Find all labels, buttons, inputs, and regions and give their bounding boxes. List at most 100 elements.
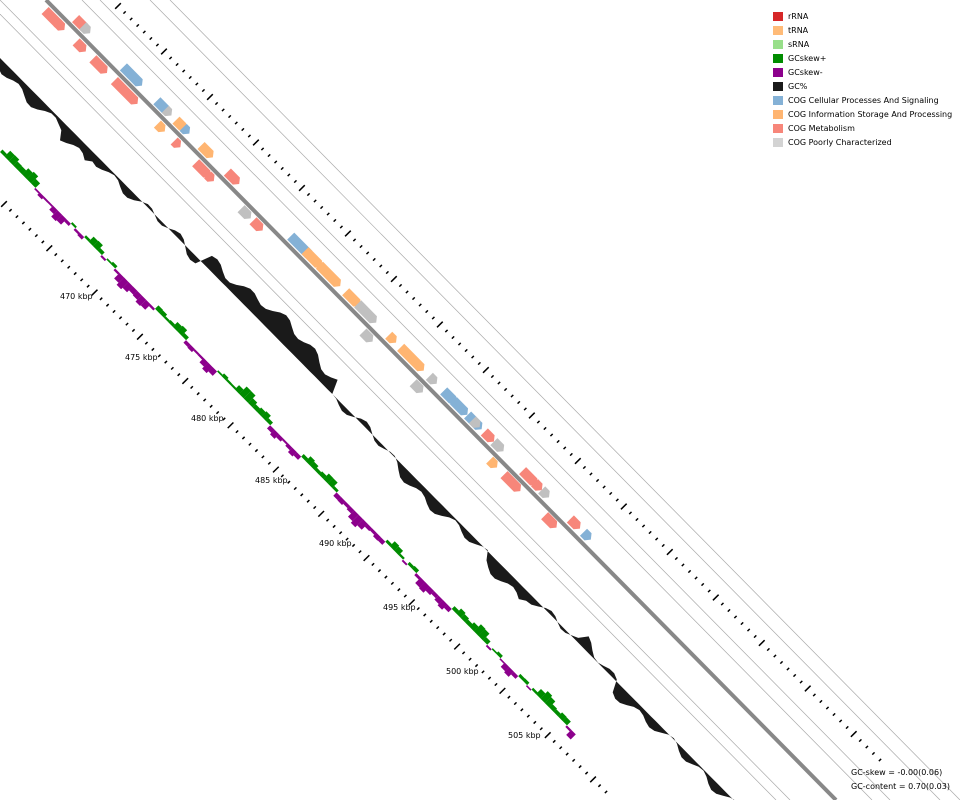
gc-skew-bar xyxy=(168,319,176,327)
tick-mark xyxy=(306,192,311,197)
gc-skew-bar xyxy=(499,658,505,664)
tick-mark xyxy=(398,283,403,288)
tick-mark xyxy=(461,651,466,655)
gene-arrow xyxy=(385,331,397,344)
tick-mark xyxy=(707,589,711,593)
tick-mark xyxy=(235,429,239,434)
tick-mark xyxy=(164,360,168,364)
gene-arrow xyxy=(449,396,469,416)
tick-mark xyxy=(569,452,573,457)
gc-skew-bar xyxy=(4,150,15,162)
tick-mark xyxy=(261,455,265,459)
gc-skew-bar xyxy=(37,192,45,200)
tick-mark xyxy=(589,776,597,783)
tick-mark xyxy=(595,478,600,483)
gc-skew-bar xyxy=(522,678,530,686)
gc-skew-bar xyxy=(77,232,85,240)
tick-mark xyxy=(520,708,524,712)
tick-mark xyxy=(45,244,53,252)
gc-skew-bar xyxy=(293,452,302,460)
gc-skew-bar xyxy=(97,247,105,256)
tick-mark xyxy=(858,738,862,743)
gene-arrow xyxy=(89,55,108,74)
kbp-label: 470 kbp xyxy=(60,292,93,301)
tick-mark xyxy=(280,166,284,171)
gene-arrow xyxy=(204,171,215,182)
ring-line xyxy=(81,0,873,800)
tick-mark xyxy=(468,657,472,661)
tick-mark xyxy=(850,730,858,738)
gc-skew-bar xyxy=(496,651,503,659)
tick-mark xyxy=(503,387,508,392)
gc-skew-bar xyxy=(88,236,99,247)
tick-mark xyxy=(377,569,382,573)
gc-skew-bar xyxy=(318,471,327,480)
tick-mark xyxy=(687,569,692,574)
gc-skew-bar xyxy=(425,586,435,596)
tick-mark xyxy=(536,420,541,424)
gc-skew-bar xyxy=(510,671,519,679)
gc-skew-bar xyxy=(197,353,204,360)
tick-mark xyxy=(287,173,291,177)
gc-skew-bar xyxy=(535,688,546,699)
gene-arrow xyxy=(301,247,323,268)
gene-arrow xyxy=(359,328,374,343)
gc-skew-bar xyxy=(282,438,288,445)
gc-content-bar xyxy=(0,58,735,800)
tick-mark xyxy=(175,62,179,67)
gene-arrow xyxy=(354,300,377,324)
gc-skew-bar xyxy=(437,599,448,610)
tick-mark xyxy=(786,667,790,671)
tick-mark xyxy=(474,663,479,668)
gc-skew-bar xyxy=(460,613,470,623)
gc-skew-bar xyxy=(269,429,280,439)
tick-mark xyxy=(528,412,536,419)
tick-mark xyxy=(487,676,492,680)
tick-mark xyxy=(157,354,162,358)
tick-mark xyxy=(556,439,560,444)
legend-item-rrna: rRNA xyxy=(773,9,952,23)
gc-skew-bar xyxy=(243,390,256,403)
gc-skew-bar xyxy=(398,553,405,560)
tick-mark xyxy=(620,503,628,510)
tick-mark xyxy=(471,355,475,359)
tick-mark xyxy=(390,581,395,586)
tick-mark xyxy=(293,179,298,184)
tick-mark xyxy=(190,385,194,390)
legend-swatch xyxy=(773,67,783,77)
tick-mark xyxy=(418,303,422,307)
tick-mark xyxy=(118,316,123,320)
tick-mark xyxy=(549,433,554,437)
gene-arrow xyxy=(468,416,481,428)
tick-mark xyxy=(451,335,455,340)
gc-skew-bar xyxy=(172,321,183,332)
tick-mark xyxy=(481,670,485,674)
tick-mark xyxy=(293,486,297,491)
gene-arrow xyxy=(179,123,191,135)
legend-swatch xyxy=(773,39,783,49)
legend-label: rRNA xyxy=(788,11,809,21)
tick-mark xyxy=(142,30,146,34)
gene-arrow xyxy=(530,479,543,491)
legend-label: COG Information Storage And Processing xyxy=(788,109,953,119)
tick-mark xyxy=(272,466,280,473)
gc-skew-bar xyxy=(110,261,118,269)
gc-skew-bar xyxy=(544,696,556,708)
gc-skew-bar xyxy=(456,608,466,618)
gene-arrow xyxy=(192,159,211,178)
tick-mark xyxy=(181,377,189,385)
tick-mark xyxy=(155,43,160,47)
gc-skew-bar xyxy=(113,268,120,275)
tick-mark xyxy=(819,699,823,704)
tick-mark xyxy=(325,518,330,522)
gc-skew-bar xyxy=(181,332,189,341)
tick-mark xyxy=(507,695,511,699)
gc-skew-bar xyxy=(148,304,156,311)
gc-skew-bar xyxy=(394,546,404,556)
gene-arrow xyxy=(519,467,538,486)
gc-skew-bar xyxy=(163,316,171,323)
gc-skew-bar xyxy=(199,358,209,367)
tick-mark xyxy=(589,472,593,476)
tick-mark xyxy=(254,448,259,453)
tick-mark xyxy=(234,121,238,125)
